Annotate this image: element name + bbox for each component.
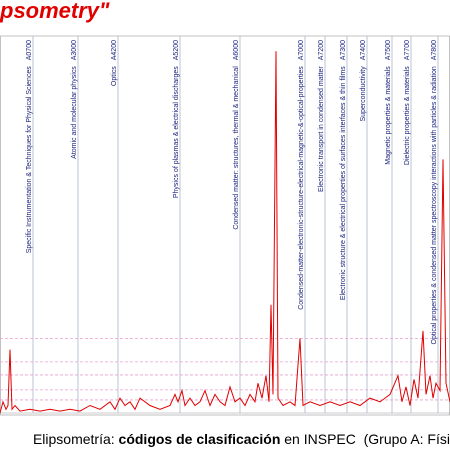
section-label: Optical properties & condensed matter sp… [431, 40, 438, 345]
section-label: Specific Instrumentation & Techniques fo… [26, 40, 33, 253]
section-name: Physics of plasmas & electrical discharg… [173, 66, 180, 198]
section-code: A4200 [111, 40, 118, 60]
plot-frame [0, 35, 450, 416]
section-label: Optics A4200 [111, 40, 118, 86]
section-name: Magnetic properties & materials [385, 66, 392, 165]
section-name: Specific Instrumentation & Techniques fo… [26, 66, 33, 254]
section-code: A7700 [404, 40, 411, 60]
section-name: Dielectric properties & materials [404, 66, 411, 165]
section-name: Electronic structure & electrical proper… [340, 66, 347, 300]
section-label: Condensed matter: structures, thermal & … [233, 40, 240, 230]
section-label: Physics of plasmas & electrical discharg… [173, 40, 180, 198]
section-label: Condensed-matter-electronic-structure-el… [298, 40, 305, 310]
caption-part: Elipsometría: [33, 431, 119, 447]
section-code: A6000 [233, 40, 240, 60]
section-code: A7200 [318, 40, 325, 60]
chart-title: psometry" [0, 0, 110, 23]
section-code: A0700 [26, 40, 33, 60]
section-code: A7000 [298, 40, 305, 60]
section-code: A7300 [340, 40, 347, 60]
section-code: A5200 [173, 40, 180, 60]
section-code: A3000 [71, 40, 78, 60]
caption-part: en INSPEC (Grupo A: Físi [280, 431, 450, 447]
series-line [0, 51, 450, 414]
section-name: Optical properties & condensed matter sp… [431, 66, 438, 344]
section-label: Dielectric properties & materials A7700 [404, 40, 411, 165]
section-name: Condensed matter: structures, thermal & … [233, 66, 240, 230]
section-label: Atomic and molecular physics A3000 [71, 40, 78, 159]
caption: Elipsometría: códigos de clasificación e… [33, 431, 450, 447]
section-code: A7800 [431, 40, 438, 60]
section-name: Optics [111, 66, 118, 86]
section-label: Magnetic properties & materials A7500 [385, 40, 392, 165]
section-name: Atomic and molecular physics [71, 66, 78, 159]
section-name: Condensed-matter-electronic-structure-el… [298, 66, 305, 310]
section-label: Electronic transport in condensed matter… [318, 40, 325, 192]
section-code: A7500 [385, 40, 392, 60]
section-label: Superconductivity A7400 [360, 40, 367, 122]
section-name: Electronic transport in condensed matter [318, 66, 325, 192]
caption-bold: códigos de clasificación [119, 431, 281, 447]
section-label: Electronic structure & electrical proper… [340, 40, 347, 300]
section-name: Superconductivity [360, 66, 367, 122]
section-code: A7400 [360, 40, 367, 60]
